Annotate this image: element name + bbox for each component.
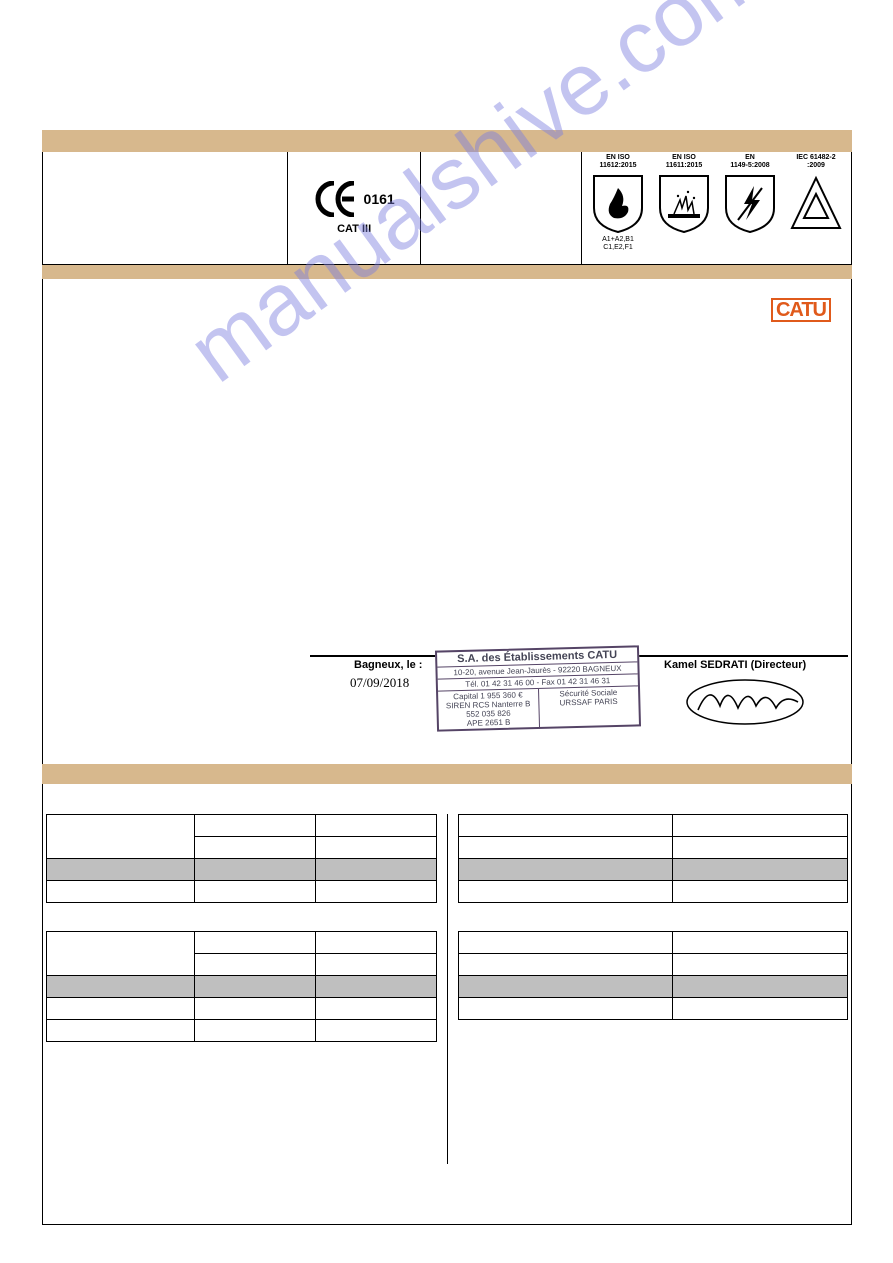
band-mid xyxy=(42,265,852,279)
band-top xyxy=(42,130,852,152)
stamp-right: Sécurité SocialeURSSAF PARIS xyxy=(539,686,639,727)
tables-left-col xyxy=(46,814,437,1164)
company-stamp: S.A. des Établissements CATU 10-20, aven… xyxy=(435,645,641,731)
std-label: EN ISO11611:2015 xyxy=(666,154,703,174)
signature-role: Kamel SEDRATI (Directeur) xyxy=(664,659,806,671)
table-3 xyxy=(46,931,437,1042)
table-4 xyxy=(458,931,849,1020)
flame-icon xyxy=(592,174,644,234)
tables-region xyxy=(46,814,848,1164)
table-1 xyxy=(46,814,437,903)
signature-icon xyxy=(680,672,810,732)
std-icon-col-3: EN1149-5:2008 xyxy=(720,154,780,262)
arc-icon xyxy=(790,174,842,234)
tables-right-col xyxy=(458,814,849,1164)
std-sub: A1+A2,B1C1,E2,F1 xyxy=(602,236,634,256)
table-2 xyxy=(458,814,849,903)
antistatic-icon xyxy=(724,174,776,234)
welding-icon xyxy=(658,174,710,234)
catu-logo: CATU xyxy=(771,298,831,322)
ce-mark: 0161 xyxy=(314,181,395,217)
header-row: 0161 CAT III EN ISO11612:2015 A1+A2,B1C1… xyxy=(42,152,852,265)
signature-date: 07/09/2018 xyxy=(350,675,409,691)
std-icon-col-2: EN ISO11611:2015 xyxy=(654,154,714,262)
band-low xyxy=(42,764,852,784)
header-cell-icons: EN ISO11612:2015 A1+A2,B1C1,E2,F1 EN ISO… xyxy=(582,152,852,264)
ce-icon xyxy=(314,181,358,217)
column-divider xyxy=(447,814,448,1164)
stamp-left: Capital 1 955 360 €SIREN RCS Nanterre B … xyxy=(438,689,539,730)
std-icon-col-4: IEC 61482-2:2009 xyxy=(786,154,846,262)
std-label: EN1149-5:2008 xyxy=(730,154,769,174)
std-label: IEC 61482-2:2009 xyxy=(796,154,835,174)
header-cell-1 xyxy=(42,152,288,264)
header-cell-ce: 0161 CAT III xyxy=(288,152,421,264)
header-cell-3 xyxy=(421,152,582,264)
std-icon-col-1: EN ISO11612:2015 A1+A2,B1C1,E2,F1 xyxy=(588,154,648,262)
signature-place: Bagneux, le : xyxy=(354,659,422,671)
std-label: EN ISO11612:2015 xyxy=(600,154,637,174)
ce-category: CAT III xyxy=(337,223,371,235)
ce-notified-body: 0161 xyxy=(364,191,395,207)
